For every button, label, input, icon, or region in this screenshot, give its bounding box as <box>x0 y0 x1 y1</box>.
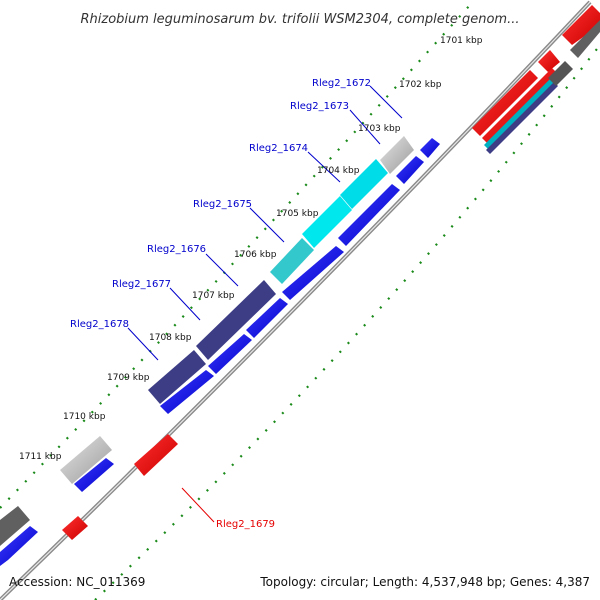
reverse-gene-arrow[interactable] <box>482 68 560 146</box>
tick-label: 1703 kbp <box>358 124 401 134</box>
navy-feature[interactable] <box>486 82 558 154</box>
tick-label: 1705 kbp <box>276 209 319 219</box>
forward-gene-arrow[interactable] <box>74 458 114 492</box>
reverse-gene-track <box>62 434 178 540</box>
genome-summary-text: Topology: circular; Length: 4,537,948 bp… <box>259 575 590 589</box>
forward-gene-arrow[interactable] <box>160 370 214 414</box>
gene-label[interactable]: Rleg2_1678 <box>70 319 129 330</box>
feature-cluster-top-right <box>472 5 600 154</box>
tick-label: 1704 kbp <box>317 166 360 176</box>
reverse-gene-arrow[interactable] <box>562 5 600 45</box>
gray-feature[interactable] <box>548 61 573 86</box>
feature-track-outer <box>0 136 414 546</box>
gene-label[interactable]: Rleg2_1679 <box>216 519 275 530</box>
gene-block-rleg2-1678[interactable] <box>148 350 206 404</box>
forward-gene-arrow[interactable] <box>338 184 400 246</box>
gene-block-rleg2-1679[interactable] <box>134 434 178 476</box>
tick-label: 1707 kbp <box>192 291 235 301</box>
gene-block-rleg2-1674[interactable] <box>340 159 388 209</box>
reverse-gene-arrow[interactable] <box>538 50 560 72</box>
forward-gene-track <box>0 138 440 566</box>
gray-feature[interactable] <box>60 436 112 484</box>
gene-label[interactable]: Rleg2_1673 <box>290 101 349 112</box>
reverse-gene-arrow[interactable] <box>472 70 538 136</box>
tick-label: 1709 kbp <box>107 373 150 383</box>
tick-label: 1702 kbp <box>399 80 442 90</box>
forward-gene-arrow[interactable] <box>282 246 344 300</box>
gray-feature[interactable] <box>570 20 600 58</box>
forward-gene-arrow[interactable] <box>0 526 38 566</box>
tick-label: 1701 kbp <box>440 36 483 46</box>
forward-gene-arrow[interactable] <box>420 138 440 158</box>
tick-label: 1706 kbp <box>234 250 277 260</box>
gene-label[interactable]: Rleg2_1672 <box>312 78 371 89</box>
cyan-feature[interactable] <box>484 76 557 149</box>
forward-gene-arrow[interactable] <box>208 334 252 374</box>
gene-label[interactable]: Rleg2_1675 <box>193 199 252 210</box>
tick-label: 1711 kbp <box>19 452 62 462</box>
tick-label: 1708 kbp <box>149 333 192 343</box>
tick-label: 1710 kbp <box>63 412 106 422</box>
gene-block-rleg2-1676[interactable] <box>270 238 314 284</box>
gene-block-rleg2-1672[interactable] <box>380 136 414 174</box>
forward-gene-arrow[interactable] <box>396 156 424 184</box>
label-leaders <box>127 85 403 523</box>
accession-text: Accession: NC_011369 <box>9 575 145 589</box>
genome-title: Rhizobium leguminosarum bv. trifolii WSM… <box>81 12 520 27</box>
gene-label[interactable]: Rleg2_1676 <box>147 244 206 255</box>
tick-labels: 1701 kbp 1702 kbp 1703 kbp 1704 kbp 1705… <box>19 36 483 462</box>
forward-gene-arrow[interactable] <box>246 298 288 338</box>
gene-label[interactable]: Rleg2_1674 <box>249 143 308 154</box>
gray-feature[interactable] <box>0 506 30 546</box>
gene-block-rleg2-1677[interactable] <box>196 280 276 360</box>
gene-label[interactable]: Rleg2_1677 <box>112 279 171 290</box>
gene-block-rleg2-1675[interactable] <box>302 196 352 248</box>
gene-labels: Rleg2_1672 Rleg2_1673 Rleg2_1674 Rleg2_1… <box>70 78 371 530</box>
reverse-gene-arrow[interactable] <box>62 516 88 540</box>
